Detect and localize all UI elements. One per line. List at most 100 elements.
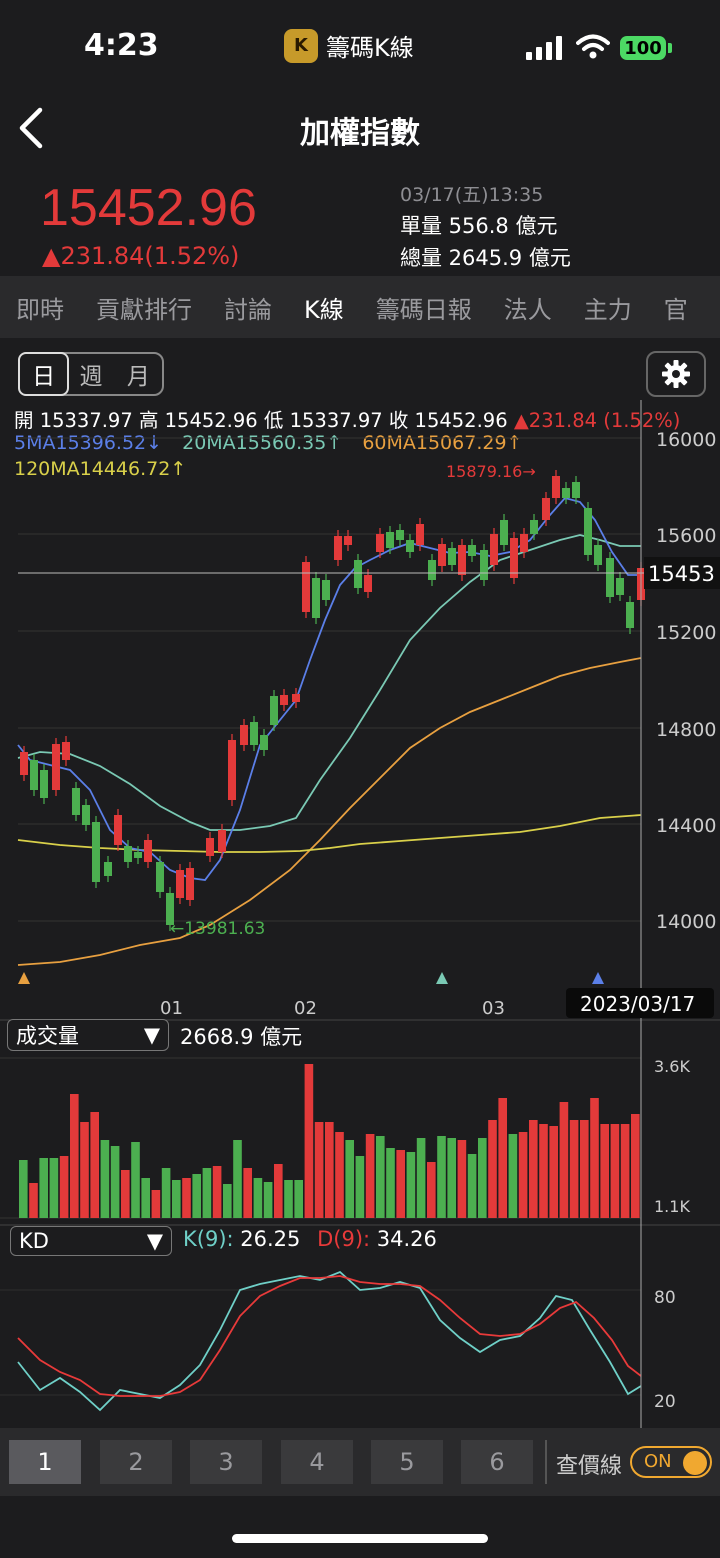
candle: [468, 545, 476, 556]
volume-bar: [345, 1140, 354, 1218]
layout-button-4[interactable]: 4: [281, 1440, 353, 1484]
crosshair-date: 2023/03/17: [580, 992, 695, 1016]
volume-bar: [284, 1180, 293, 1218]
candle: [490, 534, 498, 565]
tab-realtime[interactable]: 即時: [16, 295, 64, 324]
volume-bar: [335, 1132, 344, 1218]
volume-indicator-dropdown[interactable]: 成交量 ▼: [7, 1019, 169, 1051]
price-axis-label: 14000: [656, 911, 716, 933]
current-price-tag-text: 15453: [648, 562, 715, 586]
signal-icon: [526, 36, 562, 60]
date-axis-label: 03: [482, 998, 505, 1019]
volume-bar: [253, 1178, 263, 1218]
tab-kline[interactable]: K線: [304, 295, 344, 324]
volume-bar: [90, 1112, 99, 1218]
volume-bar: [580, 1120, 589, 1218]
volume-bar: [590, 1098, 599, 1218]
volume-bar: [39, 1158, 48, 1218]
volume-bar: [498, 1098, 507, 1218]
candle: [396, 530, 404, 540]
volume-bar: [406, 1152, 416, 1218]
close-value: 收 15452.96: [388, 409, 508, 432]
candle: [82, 805, 90, 825]
candle: [376, 534, 384, 552]
candle: [416, 524, 424, 545]
crosshair-date-tag: [566, 988, 714, 1018]
tab-more[interactable]: 官: [663, 295, 688, 324]
tab-chip-daily[interactable]: 籌碼日報: [375, 295, 472, 324]
kd-indicator-dropdown[interactable]: KD ▼: [10, 1226, 172, 1256]
candle: [20, 752, 28, 775]
price-change: ▲231.84(1.52%): [42, 242, 240, 270]
volume-bar: [386, 1148, 395, 1218]
volume-bar: [274, 1164, 283, 1218]
volume-bar: [29, 1183, 38, 1218]
layout-button-2[interactable]: 2: [100, 1440, 172, 1484]
volume-bar: [314, 1122, 324, 1218]
volume-bar: [549, 1126, 558, 1218]
period-month[interactable]: 月: [126, 364, 150, 390]
ma60-line: [17, 657, 642, 966]
candle: [480, 550, 488, 580]
period-week[interactable]: 週: [79, 364, 103, 390]
tab-discussion[interactable]: 討論: [224, 295, 272, 324]
price-line-toggle[interactable]: ON: [630, 1446, 712, 1478]
volume-bar: [70, 1094, 79, 1218]
tab-institutional[interactable]: 法人: [503, 295, 552, 324]
price-axis-label: 15600: [656, 525, 716, 547]
current-price: 15452.96: [40, 179, 257, 237]
candle: [156, 862, 164, 892]
volume-bar: [437, 1136, 446, 1218]
settings-button[interactable]: [646, 351, 706, 397]
single-volume: 單量 556.8 億元: [400, 214, 558, 238]
tab-main-force[interactable]: 主力: [583, 295, 632, 324]
volume-bar: [19, 1160, 28, 1218]
volume-bar: [100, 1140, 110, 1218]
period-selector: 日 週 月: [18, 352, 164, 396]
volume-bar: [192, 1174, 201, 1218]
signal-marker: [436, 972, 448, 984]
page-title: 加權指數: [300, 116, 420, 151]
kd-axis-label: 20: [654, 1392, 676, 1412]
high-marker: 15879.16→: [446, 462, 536, 481]
back-arrow-icon[interactable]: [14, 106, 54, 150]
dropdown-arrow-icon: ▼: [143, 1023, 160, 1047]
candle: [114, 815, 122, 845]
k-line: [17, 1270, 642, 1412]
candle: [62, 742, 70, 760]
volume-axis-label: 3.6K: [654, 1057, 690, 1076]
candle: [520, 534, 528, 552]
price-line-label: 查價線: [556, 1454, 623, 1479]
volume-bar: [121, 1170, 130, 1218]
candle: [166, 893, 174, 925]
volume-bar: [182, 1178, 191, 1218]
candle: [280, 695, 288, 705]
status-app: K 籌碼K線: [284, 28, 414, 63]
candle: [606, 558, 614, 597]
volume-bar: [80, 1122, 89, 1218]
kd-selector-label: KD: [19, 1229, 49, 1253]
layout-button-1[interactable]: 1: [9, 1440, 81, 1484]
candle: [240, 725, 248, 745]
volume-bar: [508, 1134, 518, 1218]
volume-bar: [141, 1178, 150, 1218]
layout-button-6[interactable]: 6: [461, 1440, 533, 1484]
candle: [530, 520, 538, 534]
candle: [572, 482, 580, 498]
layout-button-5[interactable]: 5: [371, 1440, 443, 1484]
open-value: 開 15337.97: [14, 409, 133, 432]
tab-contribution[interactable]: 貢獻排行: [96, 295, 192, 324]
tab-bar: 即時 貢獻排行 討論 K線 籌碼日報 法人 主力 官: [0, 276, 720, 338]
volume-bar: [172, 1180, 181, 1218]
volume-bar: [263, 1182, 273, 1218]
toolbar-divider: [545, 1440, 547, 1484]
volume-bar: [559, 1102, 569, 1218]
volume-bar: [427, 1162, 436, 1218]
candle: [344, 536, 352, 545]
layout-button-3[interactable]: 3: [190, 1440, 262, 1484]
kline-chart[interactable]: 16000 15600 15200 14800 14400 14000 01 0…: [0, 0, 720, 1428]
period-day[interactable]: 日: [18, 352, 70, 396]
home-indicator[interactable]: [232, 1534, 488, 1543]
wifi-icon: [576, 34, 610, 59]
ohlc-info: 開 15337.97 高 15452.96 低 15337.97 收 15452…: [14, 404, 680, 433]
